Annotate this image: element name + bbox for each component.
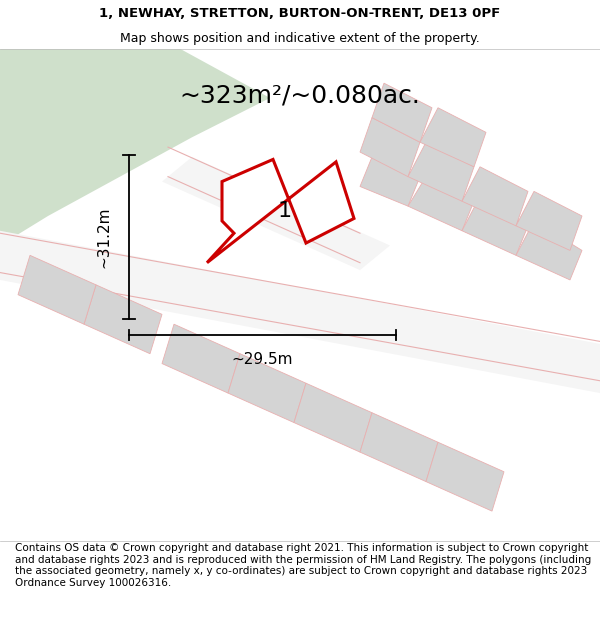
Polygon shape bbox=[162, 324, 240, 393]
Text: Map shows position and indicative extent of the property.: Map shows position and indicative extent… bbox=[120, 31, 480, 44]
Text: 1: 1 bbox=[278, 201, 292, 221]
Text: ~29.5m: ~29.5m bbox=[232, 352, 293, 367]
Polygon shape bbox=[408, 142, 474, 201]
Polygon shape bbox=[516, 221, 582, 280]
Polygon shape bbox=[360, 118, 420, 177]
Polygon shape bbox=[420, 107, 486, 167]
Text: ~323m²/~0.080ac.: ~323m²/~0.080ac. bbox=[179, 84, 421, 107]
Polygon shape bbox=[360, 157, 420, 206]
Polygon shape bbox=[0, 231, 600, 393]
Polygon shape bbox=[18, 256, 96, 324]
Polygon shape bbox=[207, 159, 354, 262]
Polygon shape bbox=[462, 167, 528, 226]
Polygon shape bbox=[462, 196, 528, 256]
Polygon shape bbox=[360, 412, 438, 482]
Polygon shape bbox=[372, 83, 432, 142]
Polygon shape bbox=[294, 383, 372, 452]
Polygon shape bbox=[516, 191, 582, 251]
Text: 1, NEWHAY, STRETTON, BURTON-ON-TRENT, DE13 0PF: 1, NEWHAY, STRETTON, BURTON-ON-TRENT, DE… bbox=[100, 7, 500, 20]
Polygon shape bbox=[0, 49, 270, 246]
Polygon shape bbox=[408, 177, 474, 231]
Polygon shape bbox=[162, 157, 390, 270]
Text: ~31.2m: ~31.2m bbox=[96, 206, 112, 268]
Text: Contains OS data © Crown copyright and database right 2021. This information is : Contains OS data © Crown copyright and d… bbox=[15, 543, 591, 588]
Polygon shape bbox=[426, 442, 504, 511]
Polygon shape bbox=[84, 285, 162, 354]
Polygon shape bbox=[228, 354, 306, 422]
